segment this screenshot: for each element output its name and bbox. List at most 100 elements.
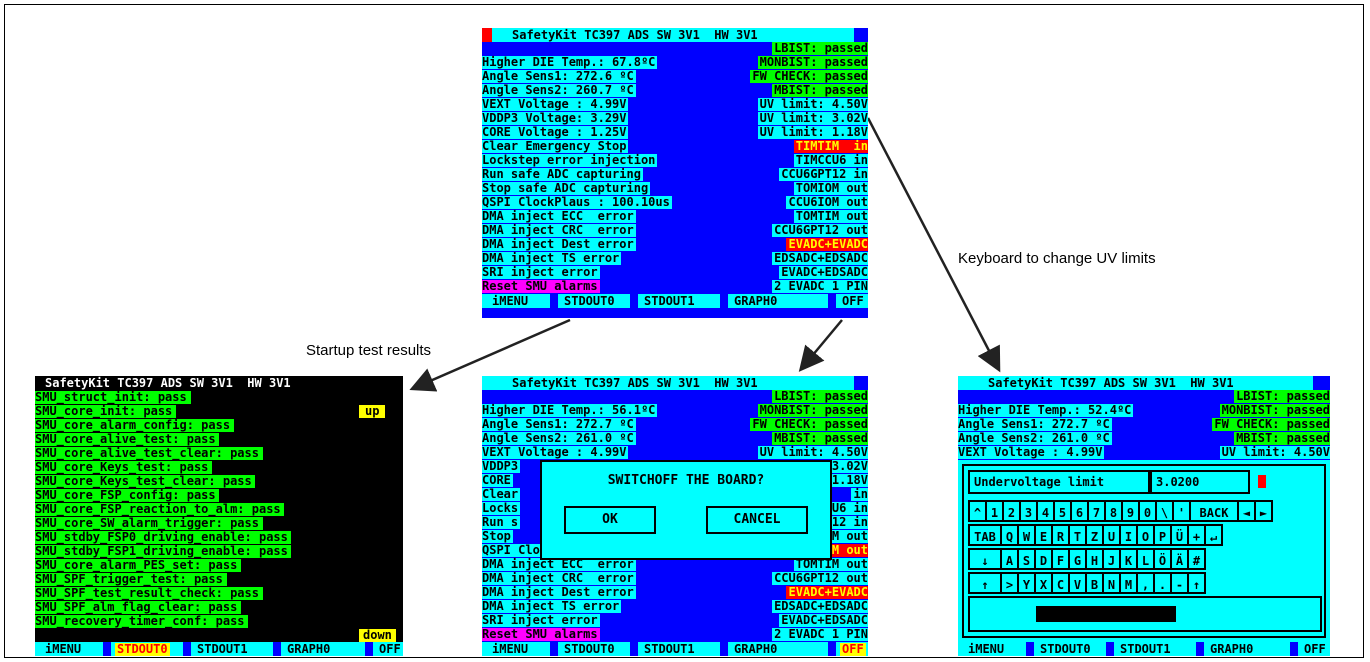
menu-graph0[interactable]: GRAPH0 — [285, 642, 333, 656]
row-label[interactable]: SRI inject error — [482, 266, 600, 279]
title-right-block — [854, 28, 868, 42]
row-label[interactable]: Locks — [482, 501, 520, 515]
key-13[interactable]: BACK — [1189, 500, 1239, 522]
row-label[interactable]: VDDP3 — [482, 459, 520, 473]
row-value: UV limit: 3.02V — [758, 111, 868, 125]
menu-separator — [828, 294, 836, 308]
row-label[interactable]: DMA inject TS error — [482, 251, 621, 265]
row-label[interactable]: Angle Sens2: 261.0 ºC — [958, 432, 1112, 445]
down-button[interactable]: down — [359, 629, 396, 642]
menu-imenu[interactable]: iMENU — [43, 642, 84, 656]
row-value: EVADC+EVADC — [786, 238, 868, 251]
menu-graph0[interactable]: GRAPH0 — [1208, 642, 1256, 656]
row-value: TIMCCU6 in — [794, 153, 868, 167]
row-value: UV limit: 4.50V — [758, 445, 868, 459]
row-label[interactable]: Angle Sens1: 272.7 ºC — [958, 418, 1112, 431]
key-0[interactable]: ↓ — [968, 548, 1002, 570]
menu-imenu[interactable]: iMENU — [966, 642, 1007, 656]
menu-off[interactable]: OFF — [840, 294, 866, 308]
row-value: MBIST: passed — [1234, 432, 1330, 445]
key-12[interactable]: ↑ — [1187, 572, 1206, 594]
startup-item: SMU_core_FSP_config: pass — [35, 489, 219, 502]
row-label[interactable]: CORE Voltage : 1.25V — [482, 125, 628, 139]
row-label[interactable]: Lockstep error injection — [482, 153, 657, 167]
row-label[interactable]: Higher DIE Temp.: 56.1ºC — [482, 403, 657, 417]
menu-stdout0[interactable]: STDOUT0 — [562, 642, 617, 656]
row-label[interactable]: Clear Emergency Stop — [482, 139, 628, 153]
dialog-question: SWITCHOFF THE BOARD? — [607, 473, 765, 488]
up-button[interactable]: up — [359, 405, 386, 418]
menu-stdout0[interactable]: STDOUT0 — [1038, 642, 1093, 656]
startup-item: SMU_SPF_alm_flag_clear: pass — [35, 601, 241, 614]
row-label[interactable]: Angle Sens2: 261.0 ºC — [482, 432, 636, 445]
row-value: TIMTIM in — [794, 139, 868, 153]
row-label[interactable]: QSPI ClockPlaus : 100.10us — [482, 196, 672, 209]
row-label[interactable]: Higher DIE Temp.: 67.8ºC — [482, 55, 657, 69]
menu-graph0[interactable]: GRAPH0 — [732, 294, 780, 308]
row-label[interactable]: Stop — [482, 530, 513, 543]
row-label[interactable]: DMA inject Dest error — [482, 238, 636, 251]
menu-stdout1[interactable]: STDOUT1 — [642, 642, 697, 656]
row-label[interactable]: CORE — [482, 474, 513, 487]
row-value: 2 EVADC 1 PIN — [772, 628, 868, 641]
row-value: LBIST: passed — [772, 390, 868, 403]
menu-stdout1[interactable]: STDOUT1 — [642, 294, 697, 308]
row-label[interactable]: Reset SMU alarms — [482, 628, 600, 641]
menu-stdout0[interactable]: STDOUT0 — [562, 294, 617, 308]
row-label[interactable]: Run safe ADC capturing — [482, 168, 643, 181]
key-12[interactable]: # — [1187, 548, 1206, 570]
spacebar-row — [968, 596, 1322, 632]
key-15[interactable]: ► — [1254, 500, 1273, 522]
row-value: U6 in — [830, 501, 868, 515]
row-label[interactable]: DMA inject CRC error — [482, 224, 636, 237]
menu-stdout0[interactable]: STDOUT0 — [115, 642, 170, 656]
row-label[interactable]: DMA inject TS error — [482, 599, 621, 613]
row-label[interactable]: VEXT Voltage : 4.99V — [482, 445, 628, 459]
row-label[interactable]: SRI inject error — [482, 614, 600, 627]
startup-item: SMU_SPF_test_result_check: pass — [35, 587, 263, 600]
row-label[interactable]: Higher DIE Temp.: 52.4ºC — [958, 403, 1133, 417]
row-label[interactable]: Run s — [482, 515, 520, 529]
row-label[interactable]: DMA inject Dest error — [482, 586, 636, 599]
menu-off[interactable]: OFF — [1302, 642, 1328, 656]
row-label[interactable]: Stop safe ADC capturing — [482, 181, 650, 195]
key-0[interactable]: TAB — [968, 524, 1002, 546]
row-label[interactable]: VDDP3 Voltage: 3.29V — [482, 111, 628, 125]
ok-button[interactable]: OK — [564, 506, 656, 534]
menu-separator — [828, 642, 836, 656]
row-label[interactable]: DMA inject ECC error — [482, 558, 636, 571]
row-label[interactable]: Angle Sens2: 260.7 ºC — [482, 84, 636, 97]
row-label[interactable]: Clear — [482, 487, 520, 501]
row-label[interactable]: DMA inject ECC error — [482, 210, 636, 223]
row-value: MBIST: passed — [772, 432, 868, 445]
row-label[interactable]: VEXT Voltage : 4.99V — [482, 97, 628, 111]
row-value: UV limit: 4.50V — [1220, 445, 1330, 459]
row-label[interactable]: Angle Sens1: 272.7 ºC — [482, 418, 636, 431]
menu-stdout1[interactable]: STDOUT1 — [195, 642, 250, 656]
startup-item: SMU_core_SW_alarm_trigger: pass — [35, 517, 263, 530]
row-value: 3.02V — [830, 459, 868, 473]
menu-graph0[interactable]: GRAPH0 — [732, 642, 780, 656]
spacebar[interactable] — [1036, 606, 1176, 622]
startup-item: SMU_SPF_trigger_test: pass — [35, 573, 227, 586]
row-label[interactable]: Reset SMU alarms — [482, 280, 600, 293]
menu-stdout1[interactable]: STDOUT1 — [1118, 642, 1173, 656]
cancel-button[interactable]: CANCEL — [706, 506, 808, 534]
menu-separator — [273, 642, 281, 656]
menu-imenu[interactable]: iMENU — [490, 294, 531, 308]
undervoltage-input[interactable]: 3.0200 — [1150, 470, 1250, 494]
row-label[interactable]: Angle Sens1: 272.6 ºC — [482, 70, 636, 83]
startup-item: SMU_stdby_FSP0_driving_enable: pass — [35, 531, 291, 544]
menu-separator — [630, 294, 638, 308]
menu-imenu[interactable]: iMENU — [490, 642, 531, 656]
key-13[interactable]: ↵ — [1204, 524, 1223, 546]
title-bar — [482, 28, 868, 42]
keyboard-panel: Undervoltage limit 3.0200 ^ 1 2 3 4 5 6 7 8 9 0 \ ' BAC… — [962, 464, 1326, 638]
row-value: EVADC+EDSADC — [779, 614, 868, 627]
menu-off[interactable]: OFF — [840, 642, 866, 656]
row-label[interactable]: VEXT Voltage : 4.99V — [958, 445, 1104, 459]
row-label[interactable]: DMA inject CRC error — [482, 572, 636, 585]
row-value: MONBIST: passed — [758, 55, 868, 69]
key-0[interactable]: ↑ — [968, 572, 1002, 594]
menu-off[interactable]: OFF — [377, 642, 403, 656]
